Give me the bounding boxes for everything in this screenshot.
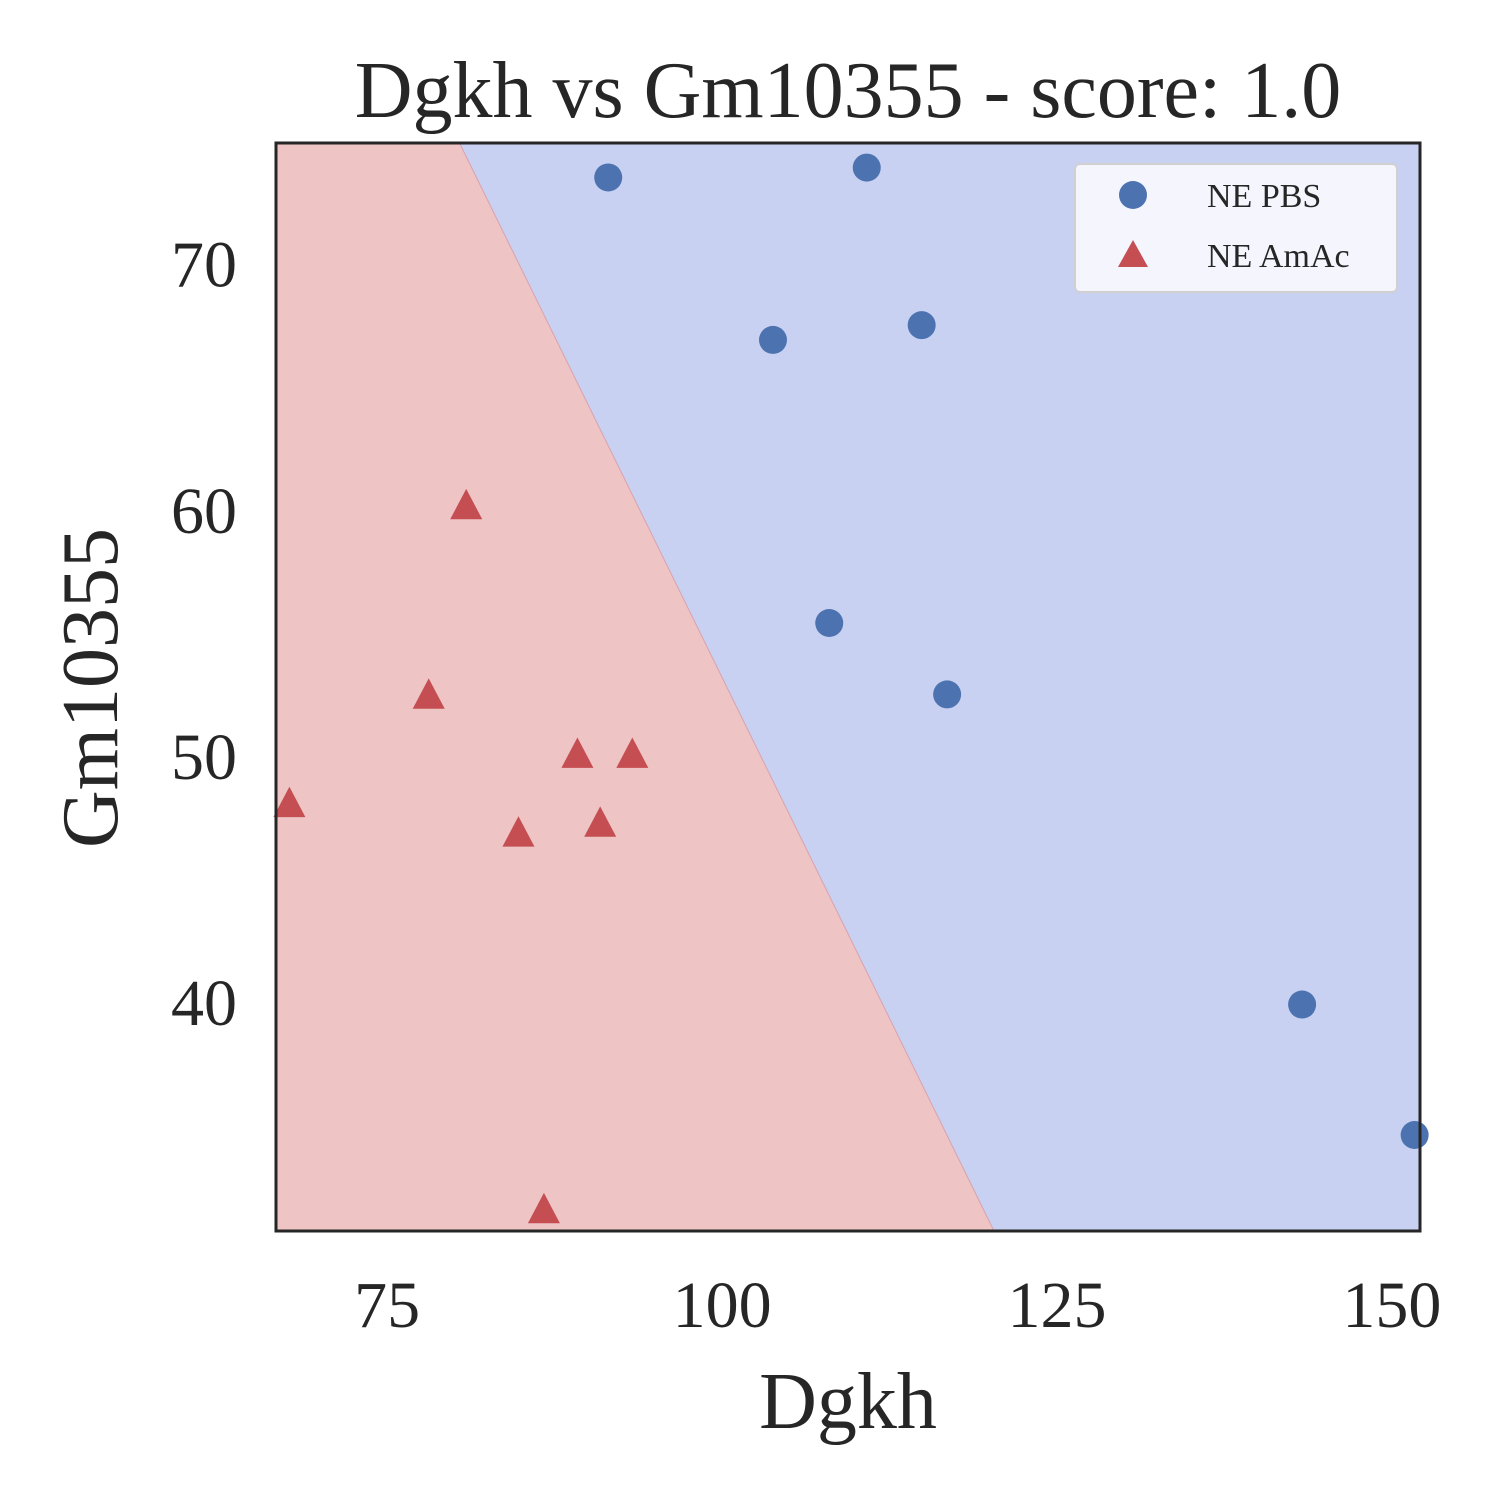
data-point-amac <box>450 488 483 520</box>
data-point-pbs <box>1288 990 1317 1019</box>
data-point-pbs <box>852 153 881 182</box>
data-point-pbs <box>933 680 962 709</box>
y-axis-label: Gm10355 <box>47 528 135 848</box>
x-tick-label: 125 <box>1007 1269 1106 1342</box>
plot-area: 75 100 125 150 40 50 60 70 <box>171 141 1441 1342</box>
y-tick-label: 40 <box>171 967 237 1040</box>
data-point-amac <box>527 1192 560 1224</box>
data-point-pbs <box>1400 1121 1429 1149</box>
x-tick-label: 150 <box>1342 1269 1441 1342</box>
data-point-pbs <box>815 609 844 637</box>
x-tick-label: 100 <box>673 1269 772 1342</box>
legend: NE PBS NE AmAc <box>1074 163 1398 293</box>
legend-amac-marker <box>1118 240 1148 267</box>
x-tick-label: 75 <box>354 1269 420 1342</box>
decision-boundary-line <box>459 142 995 1232</box>
data-point-pbs <box>907 311 936 340</box>
data-point-pbs <box>594 163 623 192</box>
chart-title: Dgkh vs Gm10355 - score: 1.0 <box>355 47 1342 135</box>
data-point-amac <box>412 678 445 709</box>
data-point-amac <box>502 816 535 847</box>
legend-pbs-marker <box>1119 181 1147 209</box>
data-point-amac <box>584 806 617 837</box>
legend-pbs-label: NE PBS <box>1207 178 1321 215</box>
y-tick-label: 60 <box>171 475 237 548</box>
x-axis-label: Dgkh <box>759 1358 937 1446</box>
plot-frame <box>274 141 1422 1233</box>
region-ne-amac <box>276 143 995 1231</box>
data-point-amac <box>616 737 649 768</box>
data-point-amac <box>561 737 594 768</box>
data-point-amac <box>273 786 306 818</box>
y-tick-label: 70 <box>171 229 237 302</box>
legend-box <box>1074 163 1398 293</box>
legend-amac-label: NE AmAc <box>1207 238 1350 275</box>
data-point-pbs <box>758 325 787 354</box>
y-tick-label: 50 <box>171 721 237 794</box>
